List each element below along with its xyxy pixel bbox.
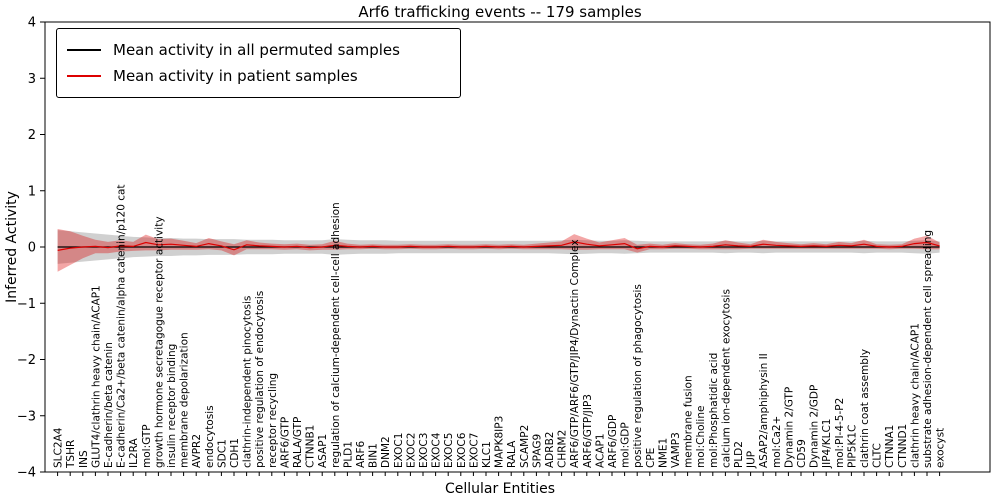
x-tick-label: ARF6/GTP/JIP3 [582,394,594,468]
x-tick-label: ARF6 [355,440,367,468]
x-tick-label: ACAP1 [594,433,606,468]
patient-line-swatch [67,75,101,77]
x-tick-label: E-cadherin/beta catenin [103,342,115,468]
x-tick-label: EXOC4 [431,432,443,468]
legend-label-patient: Mean activity in patient samples [113,67,358,85]
x-tick-label: EXOC2 [405,433,417,468]
x-tick-label: membrane depolarization [179,332,191,468]
x-tick-label: mol:GTP [141,424,153,468]
x-tick-label: SLC2A4 [53,427,65,468]
x-tick-label: MAPK8IP3 [494,416,506,468]
y-tick-label: −3 [17,409,36,424]
x-tick-label: ARF6/GTP [279,417,291,468]
legend-item-patient: Mean activity in patient samples [67,63,400,89]
x-tick-label: SDC1 [216,439,228,468]
x-tick-label: PLD1 [342,441,354,468]
x-tick-label: JIP4/KLC1 [821,419,833,470]
x-tick-label: PLD2 [733,441,745,468]
x-tick-label: substrate adhesion-dependent cell spread… [922,230,934,468]
y-tick-label: 2 [28,128,36,143]
x-tick-label: EXOC5 [443,433,455,468]
x-tick-label: SCAMP2 [519,425,531,468]
x-tick-label: CDH1 [229,438,241,468]
x-tick-label: CLTC [872,443,884,468]
x-tick-label: mol:GDP [620,422,632,468]
x-tick-label: endocytosis [204,405,216,468]
x-tick-label: CTNNA1 [884,425,896,468]
chart-title: Arf6 trafficking events -- 179 samples [358,3,642,21]
x-tick-label: SPAG9 [531,434,543,468]
x-tick-label: ASAP1 [317,434,329,468]
x-tick-label: mol:Choline [695,406,707,468]
x-tick-label: DNM2 [380,436,392,468]
x-tick-label: mol:Ca2+ [771,416,783,468]
x-tick-label: ARF6/GTP/ARF6/GTP/JIP4/Dynactin Complex [569,239,581,468]
x-tick-label: RALA [506,440,518,468]
x-tick-label: ADRB2 [544,432,556,468]
x-tick-label: mol:PI-4-5-P2 [834,398,846,468]
x-tick-label: CTNNB1 [305,425,317,468]
y-tick-label: −4 [17,466,36,481]
x-tick-label: CHRM2 [557,430,569,468]
x-tick-label: RALA/GTP [292,417,304,468]
x-tick-label: IL2RA [128,438,140,468]
x-tick-label: GLUT4/clathrin heavy chain/ACAP1 [90,285,102,468]
x-tick-label: exocyst [935,428,947,468]
x-tick-label: ARF6/GDP [607,415,619,468]
y-tick-label: 1 [28,184,36,199]
x-tick-label: mol:Phosphatidic acid [708,353,720,468]
x-tick-label: receptor recycling [267,373,279,468]
legend: Mean activity in all permuted samples Me… [56,28,461,98]
permuted-line-swatch [67,49,101,51]
x-tick-label: clathrin coat assembly [859,349,871,468]
y-tick-label: 0 [28,241,36,256]
x-tick-label: Dynamin 2/GTP [783,387,795,468]
x-tick-label: CD59 [796,439,808,468]
x-tick-label: regulation of calcium-dependent cell-cel… [330,202,342,468]
x-tick-label: positive regulation of phagocytosis [632,284,644,468]
x-tick-label: EXOC6 [456,432,468,468]
x-tick-label: VAMP3 [670,432,682,468]
x-tick-label: growth hormone secretagogue receptor act… [153,216,165,468]
legend-item-permuted: Mean activity in all permuted samples [67,37,400,63]
x-tick-label: JUP [746,451,758,469]
x-tick-label: EXOC3 [418,433,430,468]
x-tick-label: clathrin heavy chain/ACAP1 [909,323,921,468]
y-tick-label: −1 [17,297,36,312]
y-tick-label: −2 [17,353,36,368]
x-tick-label: positive regulation of endocytosis [254,291,266,468]
y-tick-label: 3 [28,72,36,87]
x-tick-label: CTNND1 [897,424,909,468]
x-tick-label: EXOC1 [393,433,405,468]
legend-label-permuted: Mean activity in all permuted samples [113,41,400,59]
x-tick-label: INS [78,450,90,468]
x-tick-label: Dynamin 2/GDP [809,385,821,468]
x-tick-label: calcium ion-dependent exocytosis [720,289,732,468]
x-tick-label: KLC1 [481,441,493,468]
x-tick-label: membrane fusion [683,375,695,468]
x-tick-label: insulin receptor binding [166,344,178,468]
x-tick-label: clathrin-independent pinocytosis [242,296,254,468]
x-tick-label: EXOC7 [468,433,480,468]
y-axis-label: Inferred Activity [4,191,20,303]
x-tick-label: NME1 [657,438,669,468]
x-tick-label: BIN1 [368,443,380,468]
x-tick-label: PIP5K1C [846,425,858,468]
patient-line [57,241,940,251]
x-tick-label: ASAP2/amphiphysin II [758,353,770,468]
x-axis-label: Cellular Entities [444,481,556,497]
x-tick-label: AVPR2 [191,434,203,468]
x-tick-label: E-cadherin/Ca2+/beta catenin/alpha caten… [116,184,128,468]
x-tick-label: CPE [645,448,657,468]
x-tick-label: TSHR [65,440,77,469]
y-tick-label: 4 [28,16,36,31]
